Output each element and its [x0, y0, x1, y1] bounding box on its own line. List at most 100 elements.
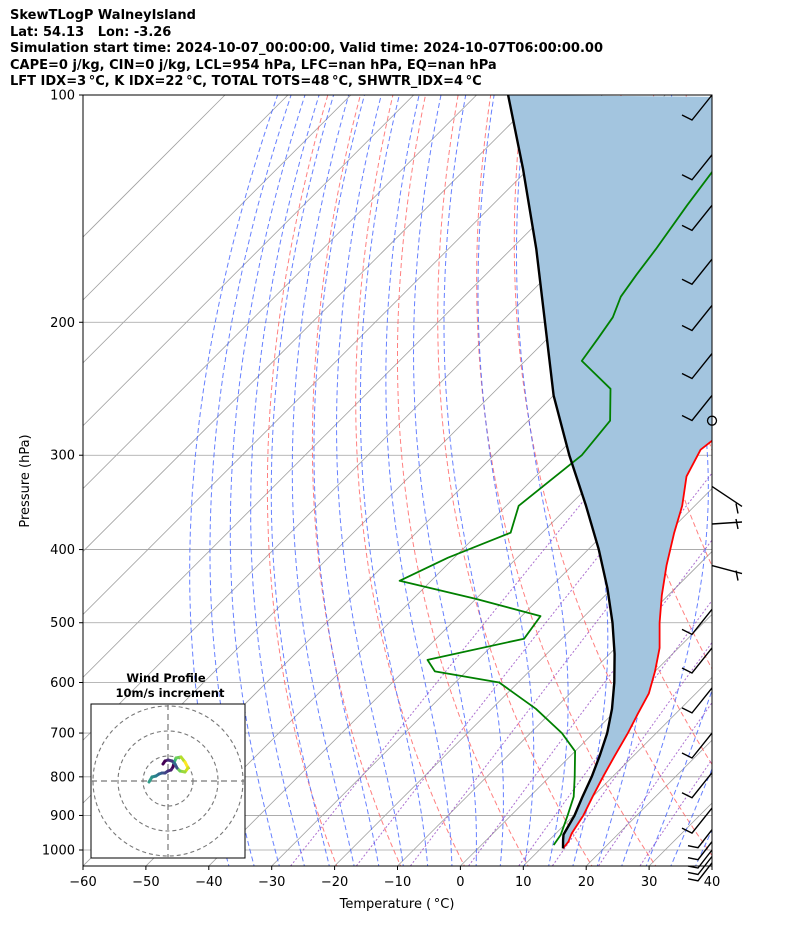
y-tick-label: 800 [50, 770, 75, 785]
cape-cin-shading [508, 95, 712, 849]
chart-header: SkewTLogP WalneyIsland Lat: 54.13 Lon: -… [10, 8, 603, 91]
dry-adiabat [718, 78, 794, 869]
wind-barbs [681, 94, 743, 882]
mixing-ratio-line [289, 342, 712, 866]
y-tick-label: 300 [50, 449, 75, 464]
x-tick-label: −20 [321, 875, 348, 890]
x-tick-label: −60 [69, 875, 96, 890]
indices-line-2: LFT IDX=3 °C, K IDX=22 °C, TOTAL TOTS=48… [10, 74, 482, 89]
isotherm-line [83, 95, 414, 427]
time-line: Simulation start time: 2024-10-07_00:00:… [10, 41, 603, 56]
moist-adiabat [335, 95, 404, 866]
x-axis-label: Temperature ( °C) [339, 897, 455, 912]
dry-adiabat [550, 95, 712, 766]
dry-adiabat [476, 95, 657, 866]
moist-adiabat [719, 95, 794, 869]
isotherm-line [334, 488, 712, 866]
mixing-ratio-line [409, 472, 712, 866]
moist-adiabat [270, 95, 335, 866]
x-tick-label: 20 [578, 875, 595, 890]
y-tick-label: 500 [50, 616, 75, 631]
x-tick-label: −10 [384, 875, 411, 890]
wind-barb [681, 608, 713, 636]
dry-adiabat [397, 95, 529, 866]
dewpoint-line [398, 170, 712, 846]
moist-adiabat [645, 688, 712, 866]
isotherm-line [83, 95, 540, 553]
y-tick-label: 900 [50, 809, 75, 824]
mixing-ratio-line [639, 758, 712, 866]
wind-barb [681, 305, 713, 332]
wind-barb [687, 841, 713, 861]
x-tick-label: −30 [258, 875, 285, 890]
y-tick-label: 700 [50, 727, 75, 742]
moist-adiabat [385, 95, 453, 866]
location-line: Lat: 54.13 Lon: -3.26 [10, 24, 172, 40]
moist-adiabat [313, 95, 380, 866]
moist-adiabat [477, 95, 535, 866]
calm-wind-circle [706, 415, 718, 426]
wind-barb [711, 564, 743, 581]
x-tick-label: 10 [515, 875, 532, 890]
y-axis-ticks: 1000 900 800 700 600 500 400 300 200 100 [42, 89, 83, 859]
wind-barb [681, 94, 713, 121]
x-tick-label: −50 [132, 875, 159, 890]
isotherm-line [397, 550, 712, 866]
wind-barb [687, 829, 713, 849]
hodograph-ring [117, 730, 219, 832]
hodograph-segment [161, 759, 167, 766]
y-tick-label: 1000 [42, 844, 75, 859]
hodograph-subtitle: 10m/s increment [116, 686, 225, 700]
moist-adiabat [744, 95, 794, 869]
wind-barb [687, 862, 713, 882]
wind-barb [681, 204, 713, 232]
isotherm-line [711, 865, 712, 866]
moist-adiabat [412, 95, 477, 866]
isotherm-line [523, 676, 712, 866]
isotherm-line [145, 299, 712, 866]
y-tick-label: 100 [50, 89, 75, 104]
x-tick-label: 40 [704, 875, 721, 890]
wind-barb [681, 353, 713, 380]
wind-barb [681, 647, 713, 674]
wind-barb [681, 772, 713, 799]
dry-adiabat [266, 95, 338, 866]
moist-adiabat [250, 95, 320, 866]
wind-barb [687, 849, 713, 869]
x-tick-label: −40 [195, 875, 222, 890]
x-axis-ticks: −60 −50 −40 −30 −20 −10 0 10 20 30 40 [69, 866, 720, 890]
moist-adiabat [443, 95, 504, 866]
y-tick-label: 600 [50, 676, 75, 691]
isotherm-line [83, 95, 603, 615]
wind-barb [681, 154, 713, 181]
moist-adiabat [229, 95, 306, 866]
moist-adiabat [189, 95, 279, 866]
x-tick-label: 0 [456, 875, 464, 890]
wind-barb [681, 807, 713, 834]
wind-barb [681, 258, 713, 286]
dry-adiabat [782, 78, 794, 869]
parcel-path-line [506, 95, 616, 849]
isotherm-line [83, 95, 226, 238]
isotherm-line [83, 95, 477, 490]
y-tick-label: 400 [50, 543, 75, 558]
hodograph-title: Wind Profile [126, 671, 206, 685]
x-tick-label: 30 [641, 875, 658, 890]
hodograph-inset: Wind Profile 10m/s increment [90, 671, 246, 859]
y-tick-label: 200 [50, 316, 75, 331]
wind-barb [681, 395, 713, 422]
dry-adiabat [750, 78, 794, 869]
dry-adiabat [513, 95, 712, 857]
isotherm-line [83, 95, 352, 364]
moist-adiabat [670, 767, 712, 866]
isotherm-line [460, 613, 712, 866]
moist-adiabat [209, 95, 292, 866]
chart-title: SkewTLogP WalneyIsland [10, 8, 196, 23]
isotherm-line [775, 95, 794, 866]
mixing-ratio-line [597, 701, 712, 866]
moist-adiabat [516, 95, 569, 866]
cin-shaded-area [508, 95, 712, 849]
y-axis-label: Pressure (hPa) [18, 434, 33, 527]
wind-barb [711, 518, 743, 530]
dry-adiabat [355, 95, 465, 866]
